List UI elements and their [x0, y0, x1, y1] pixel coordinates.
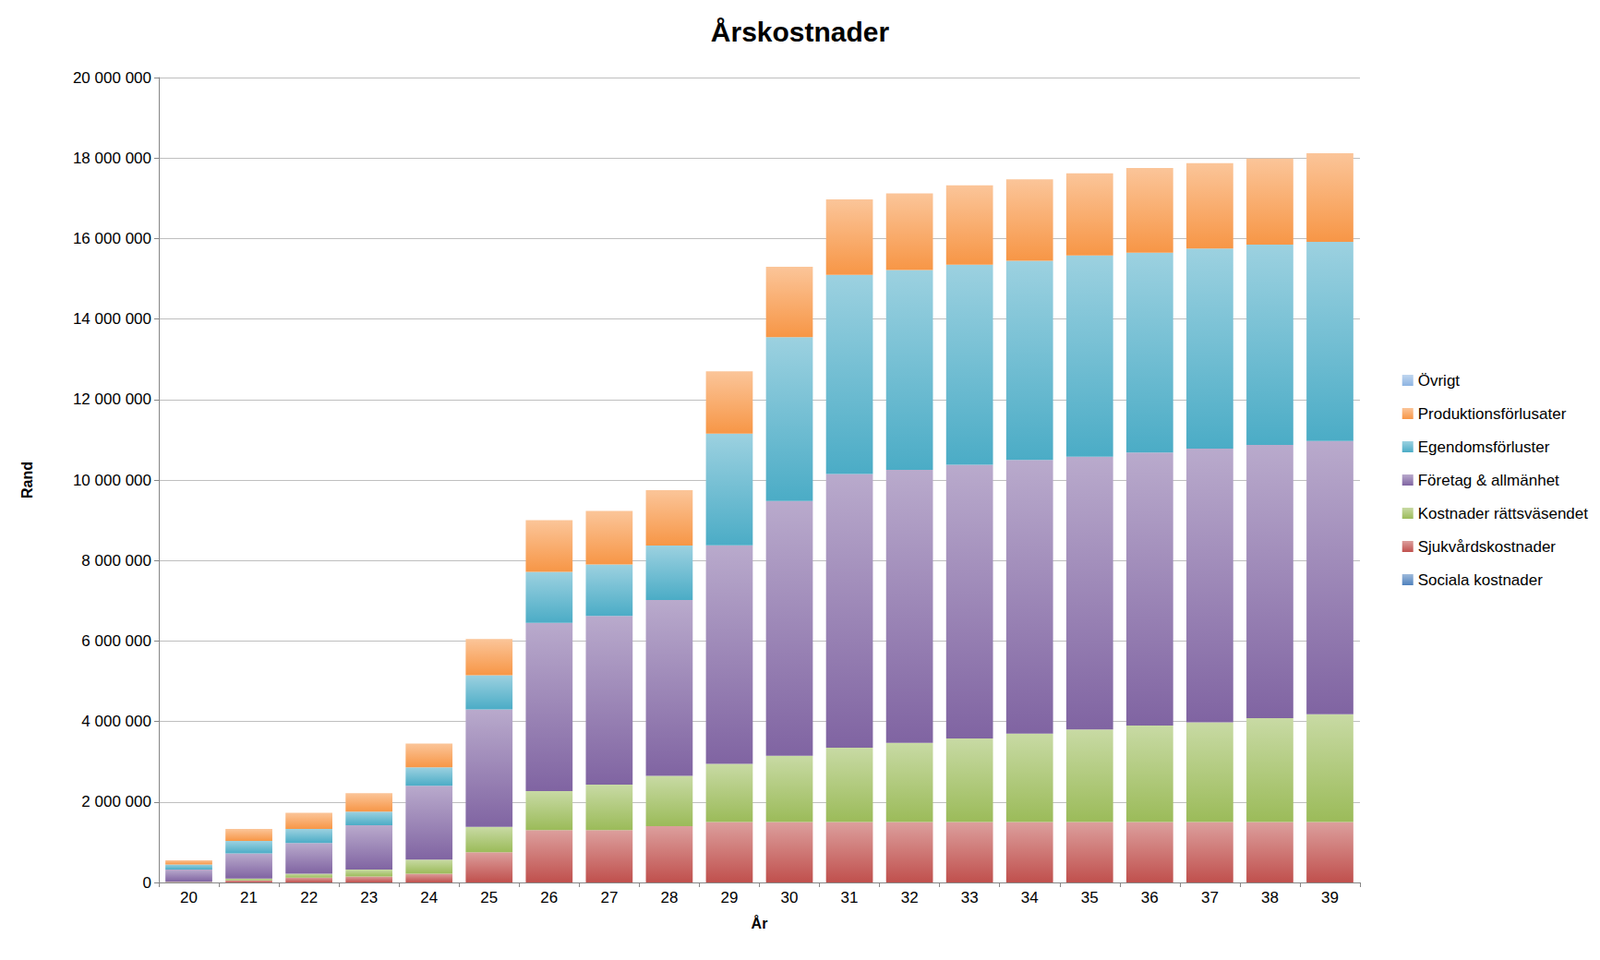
svg-text:34: 34 [1021, 889, 1039, 907]
svg-text:14 000 000: 14 000 000 [72, 310, 152, 328]
svg-text:6 000 000: 6 000 000 [81, 632, 152, 650]
svg-text:36: 36 [1141, 889, 1159, 907]
svg-text:Egendomsförluster: Egendomsförluster [1418, 438, 1551, 457]
svg-text:32: 32 [901, 889, 919, 907]
svg-text:Produktionsförlusater: Produktionsförlusater [1418, 405, 1567, 423]
svg-text:År: År [751, 914, 769, 932]
svg-text:33: 33 [961, 889, 979, 907]
svg-text:24: 24 [420, 889, 438, 907]
svg-text:22: 22 [300, 889, 318, 907]
svg-text:Sjukvårdskostnader: Sjukvårdskostnader [1418, 538, 1557, 556]
svg-text:27: 27 [600, 889, 618, 907]
svg-text:16 000 000: 16 000 000 [72, 229, 152, 248]
svg-text:20 000 000: 20 000 000 [72, 69, 152, 87]
svg-text:35: 35 [1081, 889, 1099, 907]
svg-text:0: 0 [143, 874, 152, 892]
svg-text:31: 31 [841, 889, 859, 907]
svg-text:18 000 000: 18 000 000 [72, 149, 152, 168]
svg-text:Sociala kostnader: Sociala kostnader [1418, 571, 1543, 590]
svg-text:Årskostnader: Årskostnader [710, 16, 891, 48]
svg-text:10 000 000: 10 000 000 [72, 471, 152, 490]
svg-text:2 000 000: 2 000 000 [81, 793, 152, 811]
svg-text:38: 38 [1261, 889, 1279, 907]
svg-text:37: 37 [1201, 889, 1219, 907]
svg-text:30: 30 [781, 889, 799, 907]
svg-text:Övrigt: Övrigt [1418, 372, 1461, 390]
svg-text:23: 23 [360, 889, 378, 907]
svg-text:25: 25 [480, 889, 498, 907]
svg-text:26: 26 [540, 889, 558, 907]
svg-text:20: 20 [180, 889, 198, 907]
svg-text:Rand: Rand [19, 461, 36, 499]
svg-text:Företag & allmänhet: Företag & allmänhet [1418, 471, 1560, 490]
svg-text:12 000 000: 12 000 000 [72, 390, 152, 409]
svg-text:8 000 000: 8 000 000 [81, 552, 152, 570]
svg-text:4 000 000: 4 000 000 [81, 712, 152, 731]
svg-text:21: 21 [240, 889, 258, 907]
svg-text:29: 29 [721, 889, 739, 907]
svg-text:39: 39 [1321, 889, 1339, 907]
svg-text:Kostnader rättsväsendet: Kostnader rättsväsendet [1418, 505, 1589, 523]
svg-text:28: 28 [660, 889, 678, 907]
